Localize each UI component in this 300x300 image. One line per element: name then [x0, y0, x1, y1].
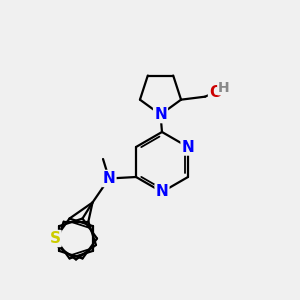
Text: H: H: [218, 81, 230, 95]
Text: S: S: [50, 231, 61, 246]
Text: N: N: [182, 140, 194, 154]
Text: N: N: [156, 184, 168, 200]
Text: O: O: [209, 85, 222, 100]
Text: N: N: [103, 171, 116, 186]
Text: N: N: [154, 107, 167, 122]
